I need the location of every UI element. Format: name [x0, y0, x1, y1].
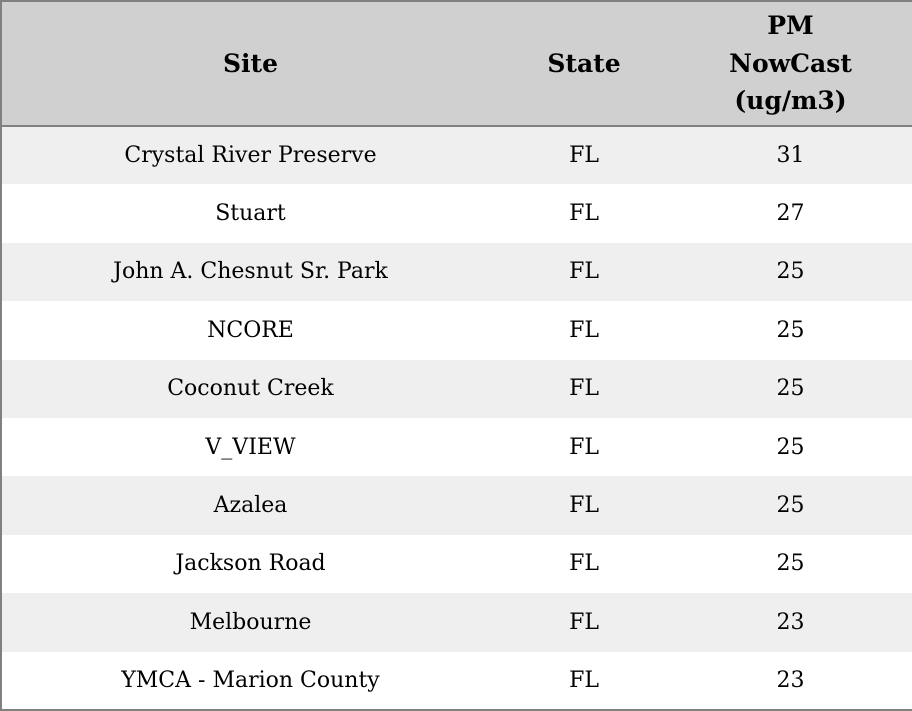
table-row: Jackson Road FL 25 — [1, 534, 912, 594]
state-cell: FL — [569, 493, 599, 519]
state-cell: FL — [569, 551, 599, 577]
site-cell: Jackson Road — [175, 551, 326, 577]
pm-value-cell: 23 — [776, 609, 805, 635]
site-cell: Coconut Creek — [167, 376, 334, 402]
state-cell: FL — [569, 317, 599, 343]
site-cell: NCORE — [207, 317, 294, 343]
state-cell: FL — [569, 434, 599, 460]
pm-value-cell: 25 — [776, 259, 805, 285]
table-row: V_VIEW FL 25 — [1, 417, 912, 477]
header-row: Site State PM NowCast (ug/m3) — [1, 1, 912, 127]
table-row: Stuart FL 27 — [1, 184, 912, 243]
table-row: YMCA - Marion County FL 23 — [1, 651, 912, 710]
column-header-pm-nowcast-label: PM NowCast (ug/m3) — [729, 11, 852, 116]
pm-value-cell: 25 — [776, 551, 805, 577]
table-row: Azalea FL 25 — [1, 476, 912, 535]
pm-value-cell: 25 — [776, 376, 805, 402]
table-body: Crystal River Preserve FL 31 Stuart FL 2… — [1, 126, 912, 710]
pm-value-cell: 25 — [776, 434, 805, 460]
site-cell: Stuart — [215, 201, 286, 227]
table-row: John A. Chesnut Sr. Park FL 25 — [1, 242, 912, 302]
table-row: Melbourne FL 23 — [1, 593, 912, 652]
site-cell: YMCA - Marion County — [121, 667, 380, 693]
state-cell: FL — [569, 259, 599, 285]
site-cell: John A. Chesnut Sr. Park — [113, 259, 388, 285]
column-header-state: State — [499, 1, 669, 127]
state-cell: FL — [569, 201, 599, 227]
state-cell: FL — [569, 667, 599, 693]
column-header-pm-nowcast: PM NowCast (ug/m3) — [669, 1, 912, 127]
pm-value-cell: 31 — [776, 143, 805, 169]
pm-value-cell: 25 — [776, 493, 805, 519]
site-cell: Melbourne — [189, 609, 312, 635]
pm-value-cell: 23 — [776, 667, 805, 693]
site-cell: V_VIEW — [205, 434, 296, 460]
column-header-site: Site — [1, 1, 499, 127]
table-row: Coconut Creek FL 25 — [1, 359, 912, 418]
table-row: NCORE FL 25 — [1, 301, 912, 360]
state-cell: FL — [569, 609, 599, 635]
site-cell: Azalea — [213, 493, 288, 519]
table-row: Crystal River Preserve FL 31 — [1, 126, 912, 185]
pm-value-cell: 27 — [776, 201, 805, 227]
table-header: Site State PM NowCast (ug/m3) — [1, 1, 912, 127]
pm-value-cell: 25 — [776, 317, 805, 343]
site-cell: Crystal River Preserve — [124, 143, 377, 169]
state-cell: FL — [569, 376, 599, 402]
state-cell: FL — [569, 143, 599, 169]
